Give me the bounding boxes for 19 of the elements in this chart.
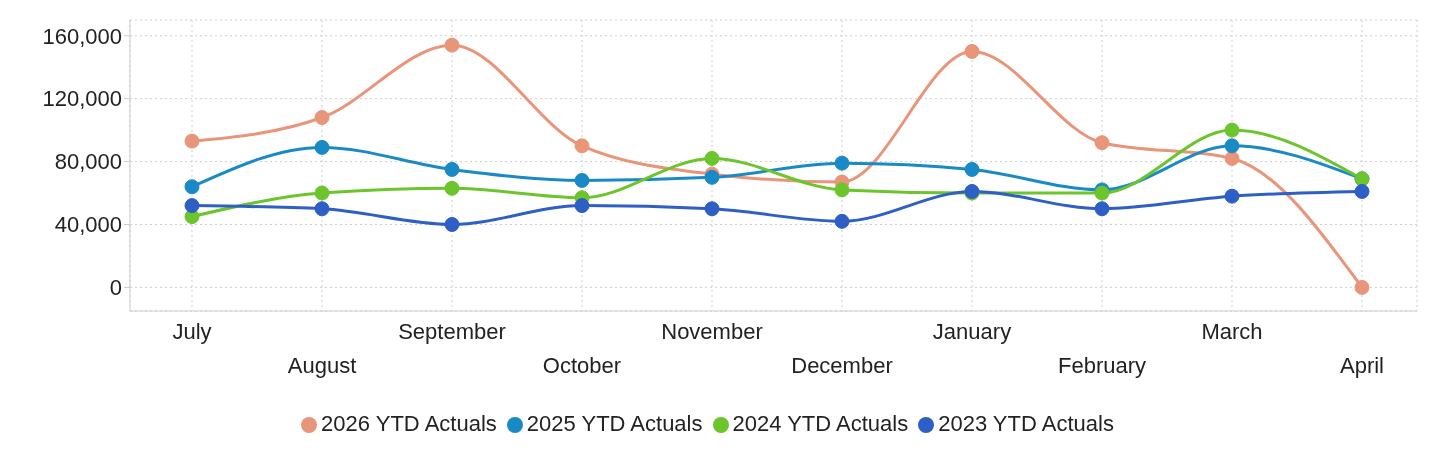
y-tick-label: 0 <box>109 275 122 301</box>
legend-label: 2025 YTD Actuals <box>526 411 703 436</box>
x-tick-label: December <box>791 353 893 378</box>
x-tick-label: August <box>287 353 357 378</box>
y-tick-label: 40,000 <box>54 212 122 238</box>
y-tick-label: 160,000 <box>42 23 122 49</box>
x-tick-label: November <box>661 319 763 344</box>
legend-label: 2023 YTD Actuals <box>938 411 1114 436</box>
x-tick-label: September <box>398 319 506 344</box>
x-tick-label: October <box>542 353 622 378</box>
x-tick-label: March <box>1201 319 1263 344</box>
x-tick-label: February <box>1057 353 1147 378</box>
y-tick-label: 120,000 <box>42 86 122 112</box>
x-tick-label: April <box>1339 353 1385 378</box>
x-tick-label: July <box>172 319 212 344</box>
x-tick-label: January <box>932 319 1012 344</box>
legend-label: 2026 YTD Actuals <box>321 411 497 436</box>
legend-label: 2024 YTD Actuals <box>732 411 909 436</box>
y-tick-label: 80,000 <box>54 149 122 175</box>
